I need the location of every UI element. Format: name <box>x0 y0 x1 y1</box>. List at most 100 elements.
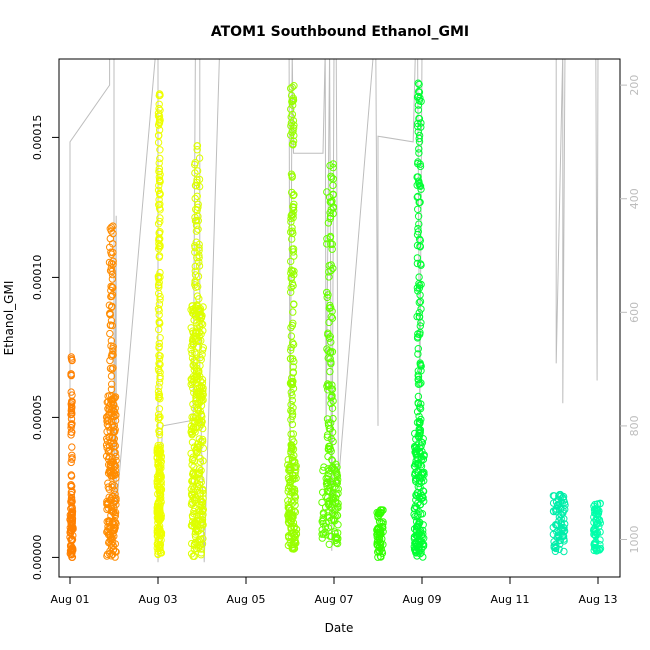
data-point <box>286 511 295 519</box>
data-point <box>67 371 76 380</box>
data-point <box>67 415 76 423</box>
data-point <box>593 506 602 514</box>
data-point <box>67 420 75 429</box>
data-point <box>68 553 77 561</box>
point-cluster-0 <box>66 353 77 561</box>
data-point <box>288 485 297 493</box>
data-point <box>321 523 330 531</box>
data-point <box>156 352 164 360</box>
data-point <box>198 506 207 515</box>
data-point <box>412 539 421 548</box>
data-point <box>326 161 334 170</box>
data-point <box>555 492 563 500</box>
data-point <box>191 217 200 225</box>
data-point <box>155 204 164 212</box>
data-point <box>291 493 300 501</box>
data-point <box>324 419 333 427</box>
data-point <box>414 345 422 353</box>
data-point <box>192 538 200 546</box>
data-point <box>197 478 206 486</box>
data-point <box>320 463 328 471</box>
data-point <box>195 367 203 375</box>
data-point <box>290 206 298 215</box>
data-point <box>413 531 422 540</box>
data-point <box>410 505 419 513</box>
data-point <box>155 473 164 481</box>
data-point <box>194 225 202 233</box>
data-point <box>334 476 342 484</box>
data-point <box>416 182 425 191</box>
data-point <box>192 238 201 246</box>
data-point <box>155 159 163 167</box>
plot-area <box>66 59 605 563</box>
y-tick-label: 0.00015 <box>31 115 44 161</box>
data-point <box>188 491 197 499</box>
data-point <box>111 490 119 498</box>
data-point <box>111 553 119 561</box>
data-point <box>193 253 201 262</box>
data-point <box>551 547 560 555</box>
data-point <box>287 228 295 236</box>
data-point <box>109 248 117 257</box>
data-point <box>413 492 421 500</box>
data-point <box>191 169 199 177</box>
data-point <box>155 104 163 113</box>
data-point <box>290 82 298 90</box>
data-point <box>193 146 201 154</box>
data-point <box>68 549 76 557</box>
data-point <box>156 395 164 403</box>
data-point <box>189 513 197 521</box>
data-point <box>107 250 116 258</box>
data-point <box>420 451 428 459</box>
data-point <box>193 371 202 379</box>
data-point <box>328 457 337 465</box>
data-point <box>415 114 423 123</box>
data-point <box>156 217 164 226</box>
point-cluster-6 <box>373 506 387 561</box>
data-point <box>111 540 120 548</box>
data-point <box>289 368 297 376</box>
data-point <box>412 549 420 557</box>
data-point <box>289 319 297 327</box>
data-point <box>108 350 116 358</box>
data-point <box>155 344 163 352</box>
data-point <box>187 428 195 436</box>
point-cluster-8 <box>549 490 569 556</box>
data-point <box>68 522 76 530</box>
data-point <box>155 91 164 100</box>
right-y-tick-label: 600 <box>628 302 641 323</box>
data-point <box>284 474 293 482</box>
data-point <box>321 531 330 539</box>
data-point <box>416 404 425 413</box>
data-point <box>108 275 117 283</box>
data-point <box>288 444 296 452</box>
data-point <box>324 465 332 473</box>
data-point <box>288 408 296 416</box>
data-point <box>591 524 599 532</box>
data-point <box>332 479 340 487</box>
data-point <box>187 306 195 314</box>
data-point <box>155 126 164 134</box>
data-point <box>157 510 165 518</box>
data-point <box>198 435 207 444</box>
data-point <box>324 380 332 388</box>
data-point <box>193 142 201 150</box>
data-point <box>324 219 333 227</box>
data-point <box>318 498 326 507</box>
data-point <box>324 512 332 520</box>
data-point <box>187 375 195 383</box>
data-point <box>327 338 335 346</box>
data-point <box>416 449 424 457</box>
data-point <box>106 267 115 275</box>
data-point <box>555 491 564 499</box>
data-point <box>590 540 598 549</box>
data-point <box>332 505 340 513</box>
data-point <box>190 419 199 428</box>
data-point <box>287 449 295 457</box>
data-point <box>328 240 336 248</box>
data-point <box>417 123 425 131</box>
data-point <box>194 538 202 546</box>
data-point <box>194 470 202 478</box>
data-point <box>287 388 295 397</box>
data-point <box>68 420 76 428</box>
